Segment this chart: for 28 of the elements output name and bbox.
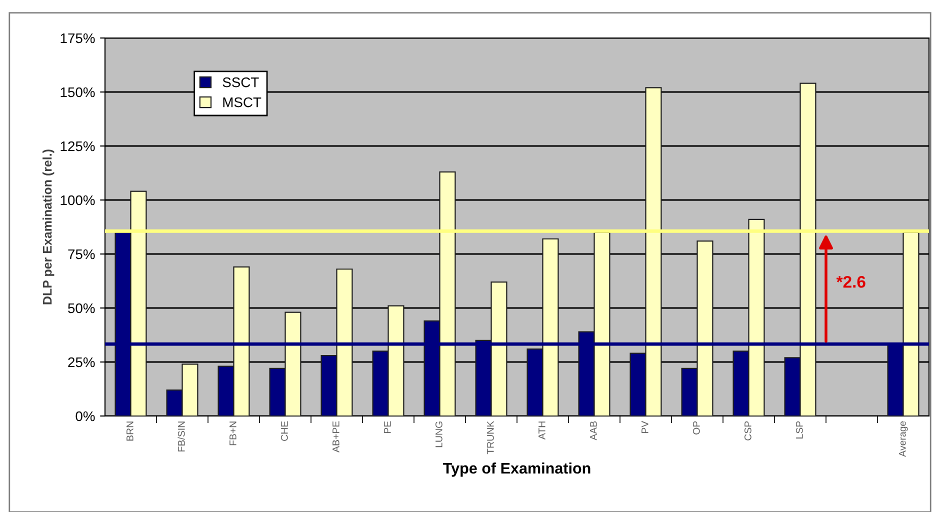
legend-label: MSCT	[223, 97, 262, 108]
x-tick-label: CSP	[744, 421, 752, 440]
y-tick-label: 100%	[60, 195, 95, 206]
annotation: *2.6	[836, 276, 866, 288]
y-tick-label: 25%	[68, 357, 95, 368]
x-tick-label: PE	[384, 421, 391, 434]
legend-label: SSCT	[222, 77, 259, 88]
x-tick-label: ATH	[538, 422, 546, 440]
y-tick-label: 150%	[60, 87, 95, 98]
x-tick-label: LSP	[796, 421, 803, 438]
x-tick-label: PV	[642, 420, 648, 434]
y-tick-label: 125%	[60, 141, 95, 152]
x-tick-label: FB+N	[230, 422, 236, 446]
x-axis-title: Type of Examination	[443, 462, 590, 477]
y-tick-label: 50%	[68, 303, 95, 314]
y-tick-label: 75%	[68, 249, 95, 260]
x-tick-label: AB+PE	[332, 421, 340, 452]
x-tick-label: CHE	[280, 421, 288, 441]
x-tick-label: LUNG	[435, 422, 442, 448]
x-tick-label: FB/SIN	[178, 422, 185, 452]
x-tick-label: BRN	[126, 422, 134, 441]
x-tick-label: TRUNK	[487, 420, 494, 454]
x-tick-label: AAB	[590, 421, 597, 440]
y-tick-label: 175%	[60, 33, 95, 44]
x-tick-label: Average	[899, 421, 908, 457]
y-axis-title: DLP per Examination (rel.)	[42, 150, 54, 304]
y-tick-label: 0%	[76, 411, 95, 422]
x-tick-label: OP	[692, 421, 700, 434]
